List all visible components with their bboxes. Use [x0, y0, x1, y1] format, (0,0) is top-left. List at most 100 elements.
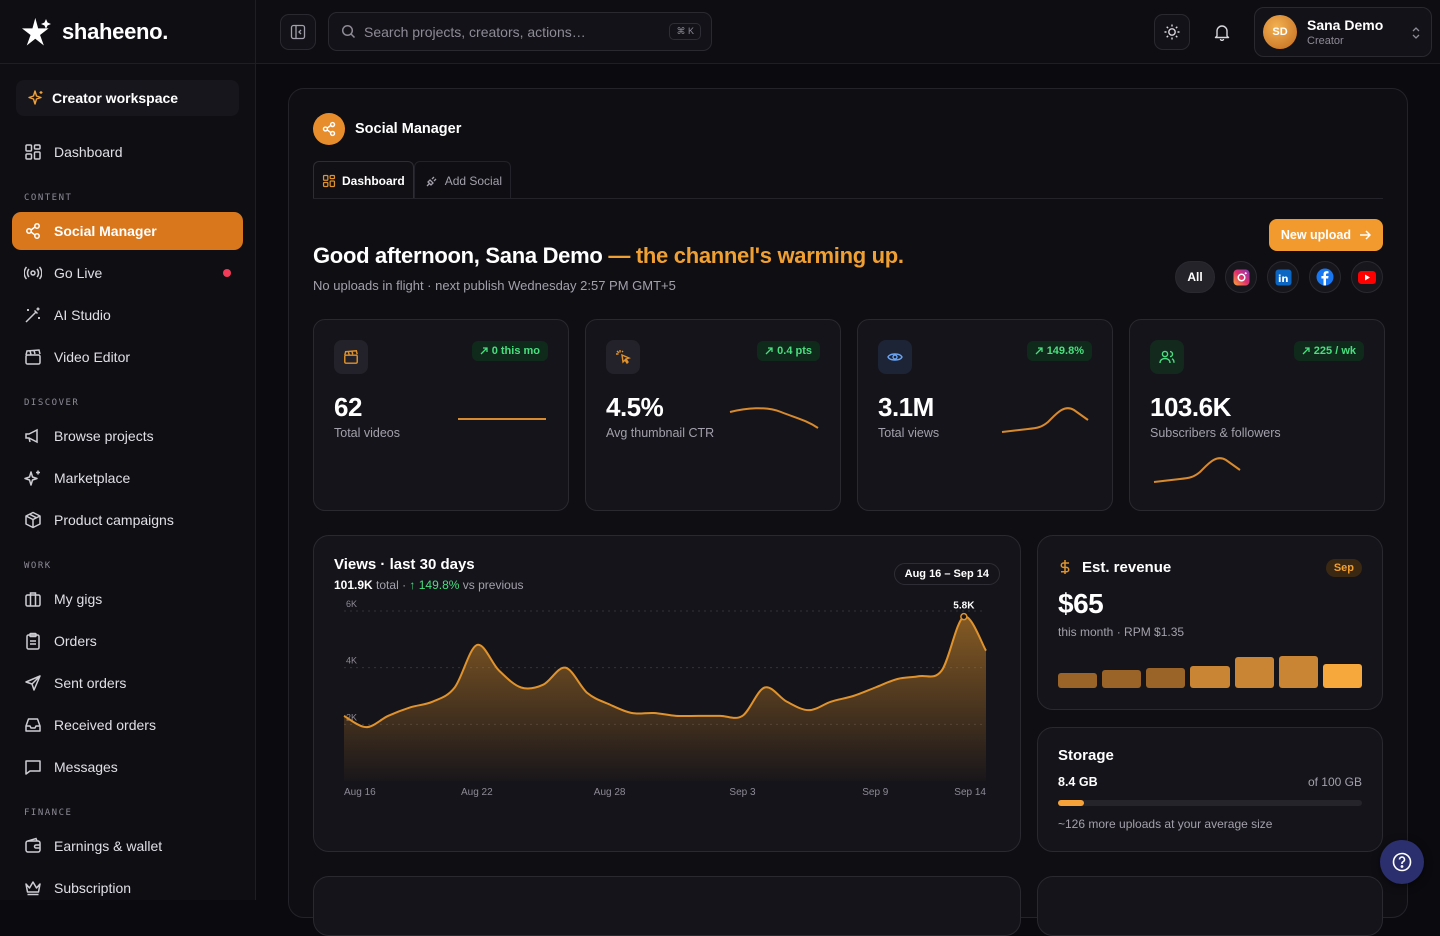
sidebar-item-subscription[interactable]: Subscription	[12, 869, 243, 907]
revenue-month-badge: Sep	[1325, 559, 1362, 577]
stat-badge-text: 225 / wk	[1313, 345, 1356, 357]
stat-card-views[interactable]: 149.8% 3.1M Total views	[857, 319, 1113, 511]
arrow-right-icon	[1360, 230, 1371, 240]
sidebar-item-my-gigs[interactable]: My gigs	[12, 580, 243, 618]
sidebar-item-dashboard[interactable]: Dashboard	[12, 133, 243, 171]
revenue-card: Est. revenue Sep $65 this month · RPM $1…	[1037, 535, 1383, 710]
sidebar-item-messages[interactable]: Messages	[12, 748, 243, 786]
greeting-subtitle: No uploads in flight · next publish Wedn…	[313, 278, 676, 293]
sidebar-toggle-button[interactable]	[280, 14, 316, 50]
user-role: Creator	[1307, 35, 1344, 47]
stat-card-videos[interactable]: 0 this mo 62 Total videos	[313, 319, 569, 511]
y-tick-label: 4K	[346, 656, 357, 666]
sidebar-item-browse-projects[interactable]: Browse projects	[12, 417, 243, 455]
storage-card: Storage 8.4 GB of 100 GB ~126 more uploa…	[1037, 727, 1383, 852]
send-icon	[25, 675, 41, 691]
sidebar-item-label: Subscription	[54, 880, 132, 896]
chart-summary: 101.9K total · ↑ 149.8% vs previous	[334, 578, 524, 592]
views-area-chart: 2K 4K 6K 5.8K Aug 16 Aug 22 Aug 28 Sep 3 Sep 9 Se…	[343, 599, 987, 798]
filter-all[interactable]: All	[1175, 261, 1215, 293]
area-fill	[344, 616, 986, 781]
tab-divider	[313, 198, 1383, 199]
sidebar-item-orders[interactable]: Orders	[12, 622, 243, 660]
x-tick-label: Sep 14	[954, 787, 986, 798]
facebook-icon	[1316, 268, 1334, 286]
sidebar-item-earnings-wallet[interactable]: Earnings & wallet	[12, 827, 243, 865]
stat-label: Total videos	[334, 426, 401, 440]
sidebar-item-label: Orders	[54, 633, 97, 649]
tab-label: Dashboard	[342, 173, 405, 188]
date-range-pill[interactable]: Aug 16 – Sep 14	[893, 563, 1000, 585]
brand[interactable]: shaheeno.	[0, 0, 255, 64]
revenue-subtitle: this month · RPM $1.35	[1058, 625, 1185, 639]
search-input[interactable]: Search projects, creators, actions… ⌘ K	[328, 12, 712, 51]
logo-star-icon	[22, 17, 51, 45]
arrow-up-right-icon	[480, 347, 488, 355]
section-finance: FINANCE	[24, 808, 73, 818]
plug-icon	[426, 176, 437, 186]
sidebar-item-go-live[interactable]: Go Live	[12, 254, 243, 292]
search-placeholder: Search projects, creators, actions…	[364, 23, 586, 40]
sparkline	[458, 418, 546, 420]
sidebar-item-label: Received orders	[54, 717, 156, 733]
sidebar-item-label: Video Editor	[54, 349, 131, 365]
peak-point	[960, 612, 968, 621]
clipboard-icon	[26, 632, 40, 650]
workspace-label: Creator workspace	[52, 90, 179, 106]
eye-icon	[887, 353, 903, 361]
sidebar-item-label: Product campaigns	[54, 512, 174, 528]
cursor-click-icon	[616, 350, 631, 365]
filter-youtube[interactable]	[1351, 261, 1383, 293]
youtube-icon	[1358, 270, 1376, 284]
magic-wand-icon	[25, 307, 40, 323]
user-menu[interactable]: SD Sana Demo Creator	[1254, 7, 1432, 57]
theme-toggle-button[interactable]	[1154, 14, 1190, 50]
stat-icon	[1150, 340, 1184, 374]
sidebar-item-ai-studio[interactable]: AI Studio	[12, 296, 243, 334]
instagram-icon	[1233, 269, 1249, 285]
sidebar-item-sent-orders[interactable]: Sent orders	[12, 664, 243, 702]
sidebar-item-product-campaigns[interactable]: Product campaigns	[12, 501, 243, 539]
revenue-bar	[1102, 670, 1142, 688]
arrow-up-right-icon	[765, 347, 773, 355]
sidebar-item-label: Sent orders	[54, 675, 127, 691]
live-indicator	[223, 269, 231, 277]
storage-progress-track	[1058, 800, 1362, 806]
revenue-bar	[1234, 657, 1274, 688]
filter-facebook[interactable]	[1309, 261, 1341, 293]
revenue-bar	[1322, 664, 1362, 688]
help-button[interactable]	[1380, 840, 1424, 884]
help-icon	[1392, 852, 1412, 872]
stat-badge: 225 / wk	[1293, 341, 1364, 361]
user-name: Sana Demo	[1307, 17, 1384, 33]
sidebar-item-video-editor[interactable]: Video Editor	[12, 338, 243, 376]
stat-badge: 0 this mo	[471, 341, 548, 361]
platform-filter: All in	[1175, 261, 1383, 293]
section-content: CONTENT	[24, 193, 73, 203]
sidebar: shaheeno. Creator workspace Dashboard CO…	[0, 0, 256, 900]
broadcast-icon	[24, 266, 42, 280]
sidebar-item-received-orders[interactable]: Received orders	[12, 706, 243, 744]
sparkline	[1153, 457, 1241, 483]
stat-card-subscribers[interactable]: 225 / wk 103.6K Subscribers & followers	[1129, 319, 1385, 511]
workspace-switcher[interactable]: Creator workspace	[16, 80, 239, 116]
filter-linkedin[interactable]: in	[1267, 261, 1299, 293]
stat-card-ctr[interactable]: 0.4 pts 4.5% Avg thumbnail CTR	[585, 319, 841, 511]
notifications-button[interactable]	[1204, 14, 1240, 50]
search-icon	[341, 24, 356, 39]
search-shortcut: ⌘ K	[669, 23, 701, 40]
tab-add-social[interactable]: Add Social	[413, 161, 512, 199]
sidebar-item-marketplace[interactable]: Marketplace	[12, 459, 243, 497]
new-upload-button[interactable]: New upload	[1268, 219, 1383, 251]
tab-dashboard[interactable]: Dashboard	[313, 161, 414, 199]
sidebar-item-social-manager[interactable]: Social Manager	[12, 212, 243, 250]
panel-left-icon	[290, 24, 306, 40]
stat-label: Subscribers & followers	[1150, 426, 1281, 440]
sparkle-icon	[28, 90, 43, 105]
series-line	[343, 615, 987, 729]
grid-icon	[322, 174, 336, 187]
storage-note: ~126 more uploads at your average size	[1058, 817, 1273, 831]
storage-total: of 100 GB	[1307, 775, 1362, 789]
megaphone-icon	[25, 428, 38, 444]
filter-instagram[interactable]	[1225, 261, 1257, 293]
